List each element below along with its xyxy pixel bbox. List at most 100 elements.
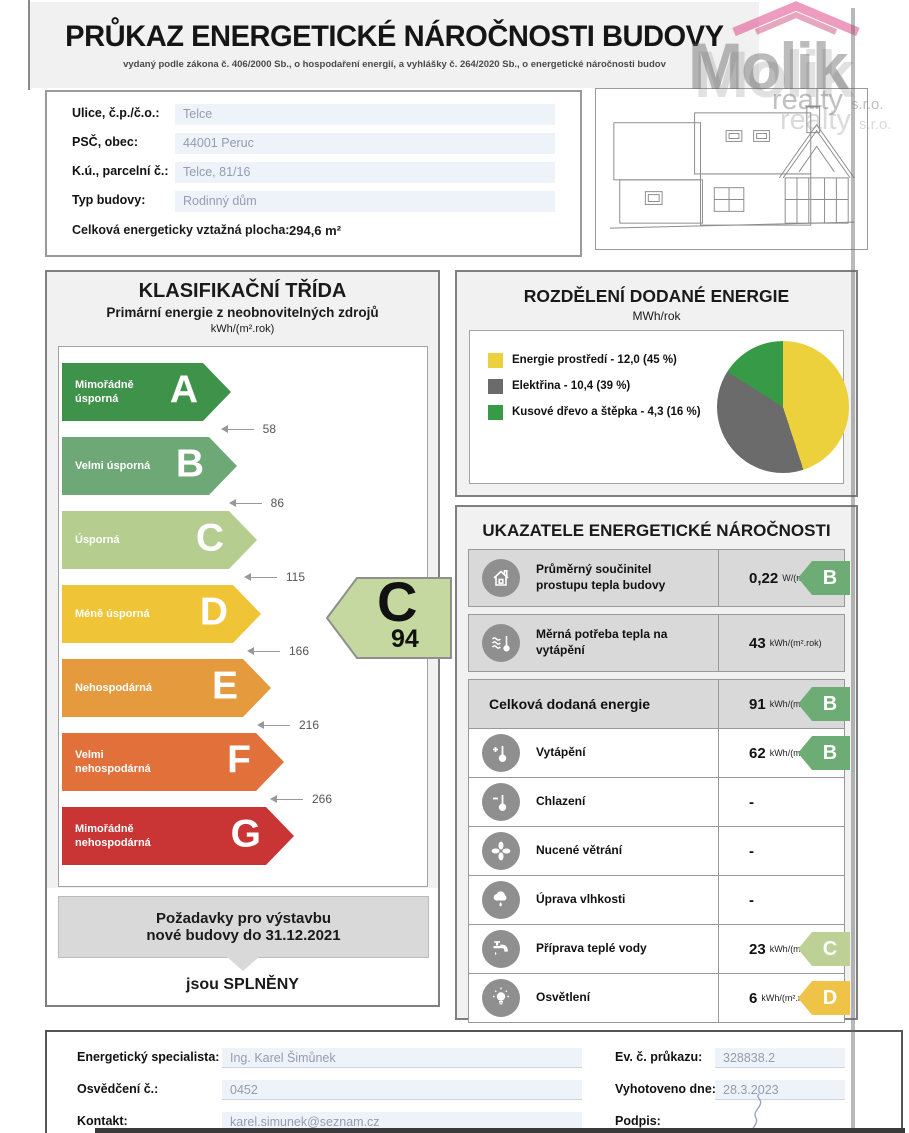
indicator-row-total-energy: Celková dodaná energie 91 kWh/(m².rok) B: [469, 680, 850, 728]
threshold-row: 58: [62, 421, 276, 437]
indicator-row-heating: Vytápění 62 kWh/(m².rok) B: [469, 728, 850, 777]
rating-arrow-shape: [325, 577, 452, 659]
threshold-row: 266: [62, 791, 332, 807]
building-row: K.ú., parcelní č.: Telce, 81/16: [47, 162, 580, 184]
class-bar-d: Méně úsporná D: [62, 585, 261, 643]
specialist-label: Energetický specialista:: [77, 1050, 220, 1064]
indicator-value: 0,22: [749, 569, 779, 587]
left-arrow-icon: [256, 721, 290, 729]
cadastre-label: K.ú., parcelní č.:: [72, 164, 169, 178]
class-badge: C: [798, 932, 850, 966]
indicator-unit: kWh/(m².rok): [769, 748, 822, 758]
footer-box: Energetický specialista: Ing. Karel Šimů…: [45, 1030, 903, 1133]
pie-legend: Energie prostředí - 12,0 (45 %) Elektřin…: [488, 347, 701, 425]
legend-swatch: [488, 378, 503, 394]
threshold-value: 166: [288, 644, 309, 658]
lighting-icon: [482, 979, 520, 1017]
indicator-box: Celková dodaná energie 91 kWh/(m².rok) B: [468, 679, 850, 1023]
indicator-row-ventilation: Nucené větrání -: [469, 826, 844, 875]
legend-item-environment: Energie prostředí - 12,0 (45 %): [488, 347, 701, 373]
left-arrow-icon: [220, 425, 254, 433]
class-bar-label: Mimořádně úsporná: [75, 378, 134, 405]
legend-label: Elektřina - 10,4 (39 %): [512, 380, 631, 392]
threshold-row: 86: [62, 495, 284, 511]
legend-swatch: [488, 352, 503, 368]
indicator-value: 23: [749, 940, 766, 958]
building-info-box: Ulice, č.p./č.o.: Telce PSČ, obec: 44001…: [45, 90, 582, 257]
building-row: PSČ, obec: 44001 Peruc: [47, 133, 580, 155]
threshold-row: 166: [62, 643, 309, 659]
requirements-box: Požadavky pro výstavbu nové budovy do 31…: [58, 896, 429, 958]
certification-number-label: Osvědčení č.:: [77, 1082, 159, 1096]
contact-label: Kontakt:: [77, 1114, 128, 1128]
class-bar-a: Mimořádně úsporná A: [62, 363, 231, 421]
page-subtitle: vydaný podle zákona č. 406/2000 Sb., o h…: [123, 59, 666, 70]
signature-label: Podpis:: [615, 1114, 661, 1128]
classification-scale-box: Mimořádně úsporná A 58 Velmi úsporná B 8…: [58, 346, 452, 887]
reference-area-label: Celková energeticky vztažná plocha:: [72, 223, 290, 237]
left-arrow-icon: [243, 573, 277, 581]
threshold-row: 216: [62, 717, 319, 733]
indicator-value: 91: [749, 695, 766, 713]
indicators-panel: UKAZATELE ENERGETICKÉ NÁROČNOSTI Průměrn…: [455, 505, 858, 1023]
energy-distribution-panel: ROZDĚLENÍ DODANÉ ENERGIE MWh/rok Energie…: [455, 270, 858, 497]
indicator-value: -: [749, 891, 754, 909]
indicators-title: UKAZATELE ENERGETICKÉ NÁROČNOSTI: [482, 521, 831, 540]
classification-panel: KLASIFIKAČNÍ TŘÍDA Primární energie z ne…: [45, 270, 452, 1007]
house-drawing: [609, 105, 854, 229]
class-bar-g: Mimořádně nehospodárná G: [62, 807, 294, 865]
class-bar-e: Nehospodárná E: [62, 659, 271, 717]
distribution-title: ROZDĚLENÍ DODANÉ ENERGIE: [523, 286, 790, 306]
certificate-number-label: Ev. č. průkazu:: [615, 1050, 703, 1064]
building-type-value: Rodinný dům: [175, 191, 555, 212]
left-arrow-icon: [228, 499, 262, 507]
left-arrow-icon: [246, 647, 280, 655]
certification-number-value: 0452: [222, 1080, 582, 1100]
class-bar-label: Mimořádně nehospodárná: [75, 822, 151, 849]
requirements-result: jsou SPLNĚNY: [186, 976, 299, 993]
class-bar-f: Velmi nehospodárná F: [62, 733, 284, 791]
class-badge: B: [798, 687, 850, 721]
class-bar-letter: D: [199, 590, 228, 634]
legend-label: Kusové dřevo a štěpka - 4,3 (16 %): [512, 406, 701, 418]
page-bottom-line: [95, 1128, 905, 1133]
down-arrow-notch: [226, 957, 259, 971]
house-drawing-box: [595, 88, 868, 250]
indicator-unit: kWh/(m².rok): [769, 944, 822, 954]
requirements-zone: Požadavky pro výstavbu nové budovy do 31…: [47, 888, 438, 1005]
legend-label: Energie prostředí - 12,0 (45 %): [512, 354, 677, 366]
heating-icon: [482, 734, 520, 772]
threshold-row: 115: [62, 569, 305, 585]
building-rating-arrow: C 94: [325, 570, 453, 661]
street-value: Telce: [175, 104, 555, 125]
rating-arrow-svg: [325, 577, 452, 659]
indicator-row-heat-transfer: Průměrný součinitel prostupu tepla budov…: [469, 550, 850, 606]
specialist-value: Ing. Karel Šimůnek: [222, 1048, 582, 1068]
humidity-icon: [482, 881, 520, 919]
building-area-row: Celková energeticky vztažná plocha: 294,…: [47, 223, 580, 245]
indicator-label: Vytápění: [536, 745, 586, 760]
indicator-value: -: [749, 842, 754, 860]
building-type-label: Typ budovy:: [72, 193, 146, 207]
building-heat-transfer-icon: [482, 559, 520, 597]
indicator-label: Příprava teplé vody: [536, 941, 647, 956]
requirements-line1: Požadavky pro výstavbu: [155, 910, 332, 927]
indicator-value: 43: [749, 634, 766, 652]
energy-pie-chart: [717, 341, 849, 473]
legend-item-wood: Kusové dřevo a štěpka - 4,3 (16 %): [488, 399, 701, 425]
page-title: PRŮKAZ ENERGETICKÉ NÁROČNOSTI BUDOVY: [65, 20, 724, 53]
issue-date-label: Vyhotoveno dne:: [615, 1082, 716, 1096]
certificate-header: PRŮKAZ ENERGETICKÉ NÁROČNOSTI BUDOVY vyd…: [28, 2, 759, 88]
legend-item-electricity: Elektřina - 10,4 (39 %): [488, 373, 701, 399]
classification-unit: kWh/(m².rok): [210, 323, 275, 335]
zip-city-label: PSČ, obec:: [72, 135, 138, 149]
indicator-box: Měrná potřeba tepla na vytápění 43 kWh/(…: [468, 614, 845, 672]
class-bar-label: Nehospodárná: [75, 681, 153, 694]
certificate-number-value: 328838.2: [715, 1048, 845, 1068]
distribution-unit: MWh/rok: [632, 309, 681, 323]
indicator-unit: kWh/(m².rok): [769, 638, 822, 648]
class-bar-letter: E: [211, 664, 238, 708]
indicator-row-cooling: Chlazení -: [469, 777, 844, 826]
indicator-unit: kWh/(m².rok): [761, 993, 814, 1003]
street-label: Ulice, č.p./č.o.:: [72, 106, 160, 120]
